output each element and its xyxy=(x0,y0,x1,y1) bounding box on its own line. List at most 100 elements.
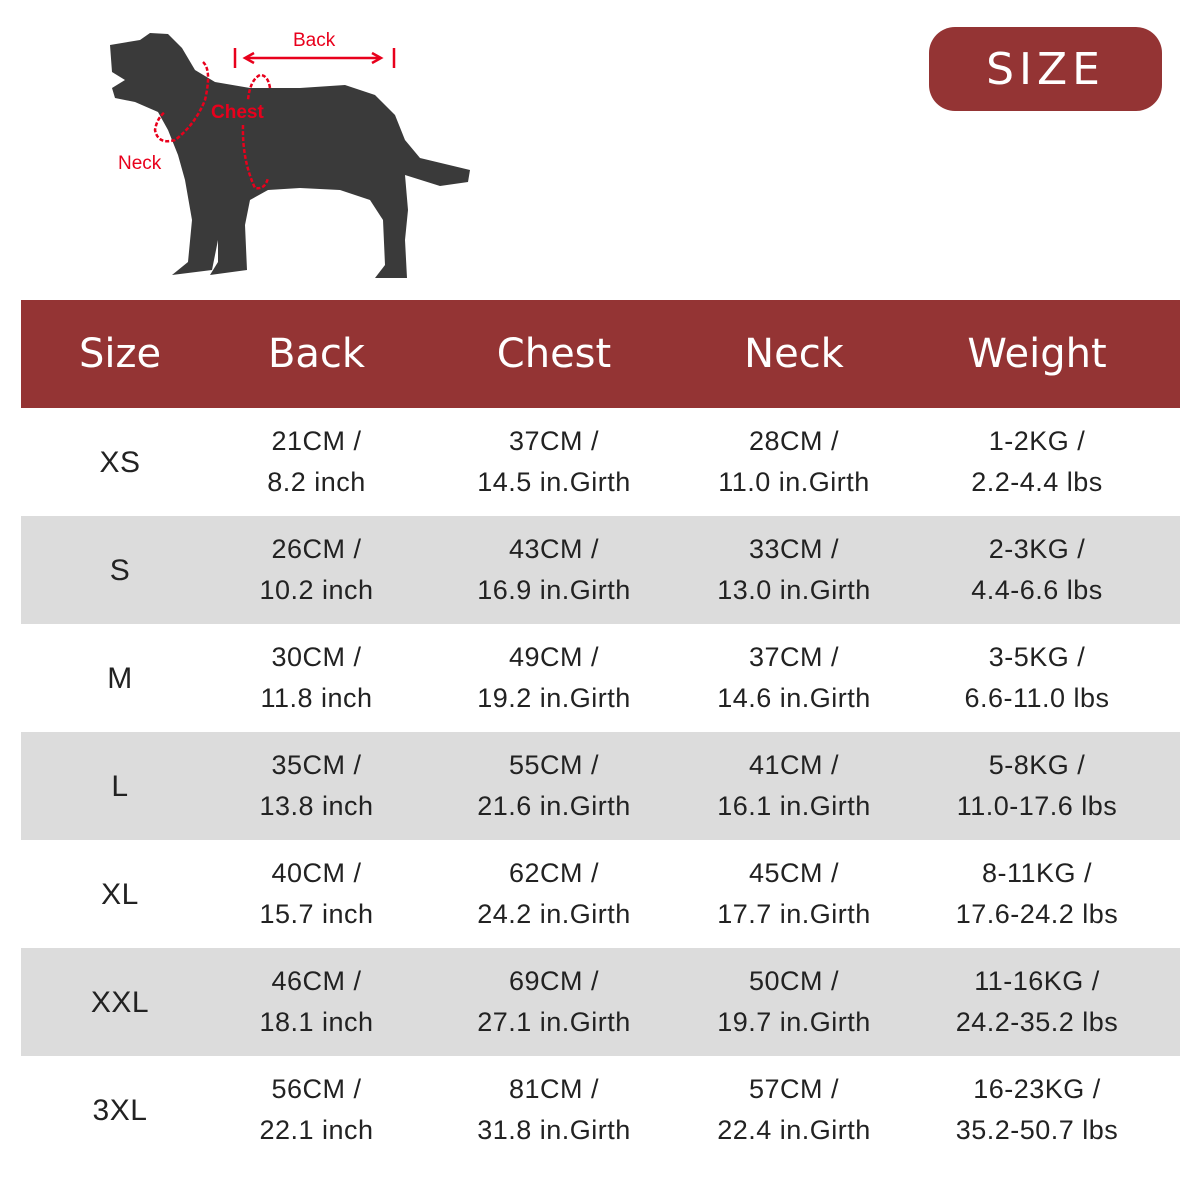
weight-cell-text: 4.4-6.6 lbs xyxy=(971,575,1103,605)
neck-cell-text: 41CM / xyxy=(748,750,840,780)
neck-cell-text: 19.7 in.Girth xyxy=(717,1007,871,1037)
size-cell-text: S xyxy=(109,553,131,587)
weight-cell-text: 24.2-35.2 lbs xyxy=(955,1007,1119,1037)
neck-cell-text: 50CM / xyxy=(748,966,840,996)
back-cell-text: 18.1 inch xyxy=(259,1007,374,1037)
neck-cell-text: 37CM / xyxy=(748,642,840,672)
weight-cell-text: 1-2KG / xyxy=(988,426,1086,456)
chest-cell-text: 49CM / xyxy=(508,642,600,672)
size-cell-text: XL xyxy=(101,877,139,911)
size-cell-text: 3XL xyxy=(92,1093,148,1127)
dog-measurement-diagram: Back Chest Neck xyxy=(110,30,470,278)
back-cell-text: 11.8 inch xyxy=(260,683,373,713)
table-header: Size Back Chest Neck Weight xyxy=(21,300,1180,408)
weight-cell: 5-8KG / 11.0-17.6 lbs xyxy=(894,732,1180,840)
table-row: XS 21CM / 8.2 inch 37CM / 14.5 in.Girth 28CM … xyxy=(21,408,1180,516)
neck-cell-text: 13.0 in.Girth xyxy=(717,575,871,605)
weight-cell-text: 35.2-50.7 lbs xyxy=(955,1115,1119,1145)
chest-cell-text: 62CM / xyxy=(508,858,600,888)
back-cell: 21CM / 8.2 inch xyxy=(219,408,414,516)
header-back: Back xyxy=(267,331,366,377)
back-cell-text: 56CM / xyxy=(271,1074,362,1104)
table-row: L 35CM / 13.8 inch 55CM / 21.6 in.Girth 41CM … xyxy=(21,732,1180,840)
chest-cell-text: 14.5 in.Girth xyxy=(477,467,631,497)
back-cell-text: 46CM / xyxy=(271,966,362,996)
chest-cell-text: 24.2 in.Girth xyxy=(477,899,631,929)
back-cell: 40CM / 15.7 inch xyxy=(219,840,414,948)
chest-cell-text: 27.1 in.Girth xyxy=(477,1007,631,1037)
chest-cell-text: 21.6 in.Girth xyxy=(477,791,631,821)
size-cell: M xyxy=(21,624,219,732)
table-row: S 26CM / 10.2 inch 43CM / 16.9 in.Girth 33CM … xyxy=(21,516,1180,624)
table-row: M 30CM / 11.8 inch 49CM / 19.2 in.Girth 37CM … xyxy=(21,624,1180,732)
weight-cell: 11-16KG / 24.2-35.2 lbs xyxy=(894,948,1180,1056)
neck-cell: 37CM / 14.6 in.Girth xyxy=(694,624,894,732)
weight-cell-text: 11.0-17.6 lbs xyxy=(956,791,1118,821)
neck-cell-text: 14.6 in.Girth xyxy=(717,683,871,713)
neck-cell-text: 22.4 in.Girth xyxy=(717,1115,871,1145)
neck-cell: 57CM / 22.4 in.Girth xyxy=(694,1056,894,1164)
back-cell: 35CM / 13.8 inch xyxy=(219,732,414,840)
chest-cell-text: 81CM / xyxy=(508,1074,600,1104)
neck-cell: 41CM / 16.1 in.Girth xyxy=(694,732,894,840)
back-cell: 26CM / 10.2 inch xyxy=(219,516,414,624)
weight-cell-text: 8-11KG / xyxy=(981,858,1093,888)
weight-cell: 3-5KG / 6.6-11.0 lbs xyxy=(894,624,1180,732)
header-size: Size xyxy=(78,331,162,377)
size-cell-text: XXL xyxy=(90,985,150,1019)
size-cell: XXL xyxy=(21,948,219,1056)
back-cell: 46CM / 18.1 inch xyxy=(219,948,414,1056)
back-cell-text: 22.1 inch xyxy=(259,1115,374,1145)
header-weight: Weight xyxy=(967,331,1107,377)
neck-cell-text: 16.1 in.Girth xyxy=(717,791,871,821)
chest-cell: 81CM / 31.8 in.Girth xyxy=(414,1056,694,1164)
size-cell: XL xyxy=(21,840,219,948)
size-cell: 3XL xyxy=(21,1056,219,1164)
weight-cell-text: 5-8KG / xyxy=(988,750,1086,780)
chest-cell: 37CM / 14.5 in.Girth xyxy=(414,408,694,516)
chest-cell-text: 16.9 in.Girth xyxy=(477,575,631,605)
chest-cell: 49CM / 19.2 in.Girth xyxy=(414,624,694,732)
neck-cell-text: 45CM / xyxy=(748,858,840,888)
back-cell: 56CM / 22.1 inch xyxy=(219,1056,414,1164)
chest-measure-loop xyxy=(241,73,272,190)
chest-cell-text: 31.8 in.Girth xyxy=(477,1115,631,1145)
back-label: Back xyxy=(293,30,336,51)
chest-cell: 43CM / 16.9 in.Girth xyxy=(414,516,694,624)
back-cell-text: 21CM / xyxy=(271,426,362,456)
size-cell: S xyxy=(21,516,219,624)
neck-cell: 45CM / 17.7 in.Girth xyxy=(694,840,894,948)
neck-cell-text: 17.7 in.Girth xyxy=(717,899,871,929)
chest-cell-text: 37CM / xyxy=(508,426,600,456)
back-cell-text: 35CM / xyxy=(271,750,362,780)
size-chart-table: Size Back Chest Neck Weight XS 21CM / 8.2 … xyxy=(21,300,1180,1164)
header-chest: Chest xyxy=(496,331,612,377)
neck-cell-text: 57CM / xyxy=(748,1074,840,1104)
neck-cell: 50CM / 19.7 in.Girth xyxy=(694,948,894,1056)
header-neck: Neck xyxy=(744,331,844,377)
weight-cell-text: 17.6-24.2 lbs xyxy=(955,899,1119,929)
weight-cell-text: 16-23KG / xyxy=(973,1074,1101,1104)
size-cell-text: L xyxy=(111,769,129,803)
back-cell-text: 10.2 inch xyxy=(259,575,374,605)
chest-cell-text: 19.2 in.Girth xyxy=(477,683,631,713)
back-cell-text: 40CM / xyxy=(271,858,362,888)
size-cell: XS xyxy=(21,408,219,516)
size-badge: SIZE xyxy=(929,27,1162,111)
back-cell-text: 8.2 inch xyxy=(267,467,366,497)
size-cell-text: XS xyxy=(99,445,141,479)
table-row: XL 40CM / 15.7 inch 62CM / 24.2 in.Girth 45CM… xyxy=(21,840,1180,948)
weight-cell: 8-11KG / 17.6-24.2 lbs xyxy=(894,840,1180,948)
chest-label: Chest xyxy=(211,102,264,123)
chest-cell: 55CM / 21.6 in.Girth xyxy=(414,732,694,840)
chest-cell-text: 43CM / xyxy=(508,534,600,564)
neck-cell-text: 28CM / xyxy=(748,426,840,456)
weight-cell-text: 6.6-11.0 lbs xyxy=(964,683,1110,713)
table-row: 3XL 56CM / 22.1 inch 81CM / 31.8 in.Girth 57C… xyxy=(21,1056,1180,1164)
neck-cell: 33CM / 13.0 in.Girth xyxy=(694,516,894,624)
weight-cell-text: 2-3KG / xyxy=(988,534,1086,564)
weight-cell-text: 3-5KG / xyxy=(988,642,1086,672)
back-cell-text: 26CM / xyxy=(271,534,362,564)
table-row: XXL 46CM / 18.1 inch 69CM / 27.1 in.Girth 50C… xyxy=(21,948,1180,1056)
chest-cell-text: 69CM / xyxy=(508,966,600,996)
